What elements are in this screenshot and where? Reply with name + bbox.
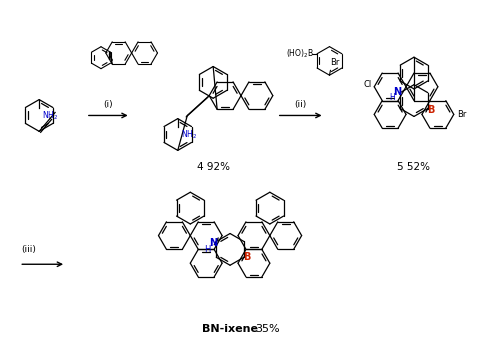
Text: NH$_2$: NH$_2$ bbox=[181, 129, 197, 141]
Text: (iii): (iii) bbox=[21, 245, 36, 254]
Text: H: H bbox=[204, 245, 211, 254]
Text: 35%: 35% bbox=[255, 324, 280, 334]
Text: (ii): (ii) bbox=[295, 99, 307, 109]
Text: (i): (i) bbox=[103, 99, 113, 109]
Text: Cl: Cl bbox=[364, 80, 372, 89]
Text: N: N bbox=[209, 238, 217, 248]
Text: 5 52%: 5 52% bbox=[398, 162, 430, 172]
Text: Br: Br bbox=[457, 110, 466, 119]
Text: 4 92%: 4 92% bbox=[197, 162, 229, 172]
Text: (HO)$_2$B: (HO)$_2$B bbox=[286, 48, 314, 60]
Text: NH$_2$: NH$_2$ bbox=[42, 109, 58, 122]
Text: N: N bbox=[393, 87, 402, 97]
Text: B: B bbox=[243, 252, 251, 262]
Text: BN-ixene: BN-ixene bbox=[202, 324, 258, 334]
Text: I: I bbox=[107, 52, 111, 62]
Text: H: H bbox=[389, 93, 395, 102]
Text: B: B bbox=[427, 105, 434, 115]
Text: Br: Br bbox=[331, 58, 340, 67]
